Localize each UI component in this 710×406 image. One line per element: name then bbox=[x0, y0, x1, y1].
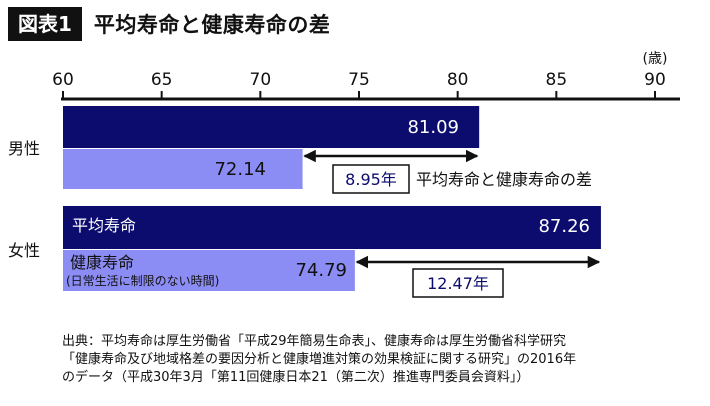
x-tick-label: 70 bbox=[250, 70, 272, 90]
female-healthy-bar-label: 健康寿命 bbox=[70, 253, 134, 272]
value-label-male-healthy: 72.14 bbox=[214, 159, 266, 180]
x-tick-label: 85 bbox=[546, 70, 568, 90]
x-tick-label: 75 bbox=[348, 70, 370, 90]
source-line: 出典：平均寿命は厚生労働省「平成29年簡易生命表」、健康寿命は厚生労働省科学研究 bbox=[62, 334, 567, 349]
figure-header: 図表1 平均寿命と健康寿命の差 bbox=[8, 6, 330, 42]
x-tick-label: 80 bbox=[447, 70, 469, 90]
difference-box-male bbox=[332, 164, 410, 194]
category-label-female: 女性 bbox=[8, 241, 40, 260]
difference-label-male: 8.95年 bbox=[345, 170, 397, 189]
value-label-male-average: 81.09 bbox=[407, 117, 459, 138]
value-label-female-average: 87.26 bbox=[538, 216, 590, 237]
source-line: 「健康寿命及び地域格差の要因分析と健康増進対策の効果検証に関する研究」の2016… bbox=[62, 352, 577, 367]
x-tick-label: 65 bbox=[151, 70, 173, 90]
bar-male-average-life bbox=[63, 106, 480, 148]
value-label-female-healthy: 74.79 bbox=[295, 260, 347, 281]
category-label-male: 男性 bbox=[8, 139, 40, 158]
figure-title: 平均寿命と健康寿命の差 bbox=[93, 13, 331, 37]
x-axis-ticks: 60 65 70 75 80 85 90 bbox=[52, 70, 666, 99]
x-tick-label: 90 bbox=[644, 70, 666, 90]
bar-female-average-life bbox=[63, 206, 601, 249]
source-note: 出典：平均寿命は厚生労働省「平成29年簡易生命表」、健康寿命は厚生労働省科学研究… bbox=[62, 333, 682, 387]
figure-label: 図表1 bbox=[8, 7, 82, 41]
female-average-bar-label: 平均寿命 bbox=[72, 216, 136, 235]
bar-female-healthy-life bbox=[63, 250, 355, 291]
difference-label-female: 12.47年 bbox=[427, 274, 489, 293]
source-line: のデータ（平成30年3月「第11回健康日本21（第二次）推進専門委員会資料」） bbox=[62, 370, 530, 385]
female-healthy-bar-sublabel: (日常生活に制限のない時間) bbox=[66, 274, 219, 288]
axis-unit-label: (歳) bbox=[643, 51, 668, 67]
life-expectancy-chart: (歳) 男性 女性 81.09 72.14 87.26 74.79 平均寿命 健… bbox=[8, 51, 680, 298]
difference-box-female bbox=[412, 268, 504, 298]
x-tick-label: 60 bbox=[52, 70, 74, 90]
bar-male-healthy-life bbox=[63, 149, 303, 189]
difference-caption: 平均寿命と健康寿命の差 bbox=[416, 170, 592, 189]
